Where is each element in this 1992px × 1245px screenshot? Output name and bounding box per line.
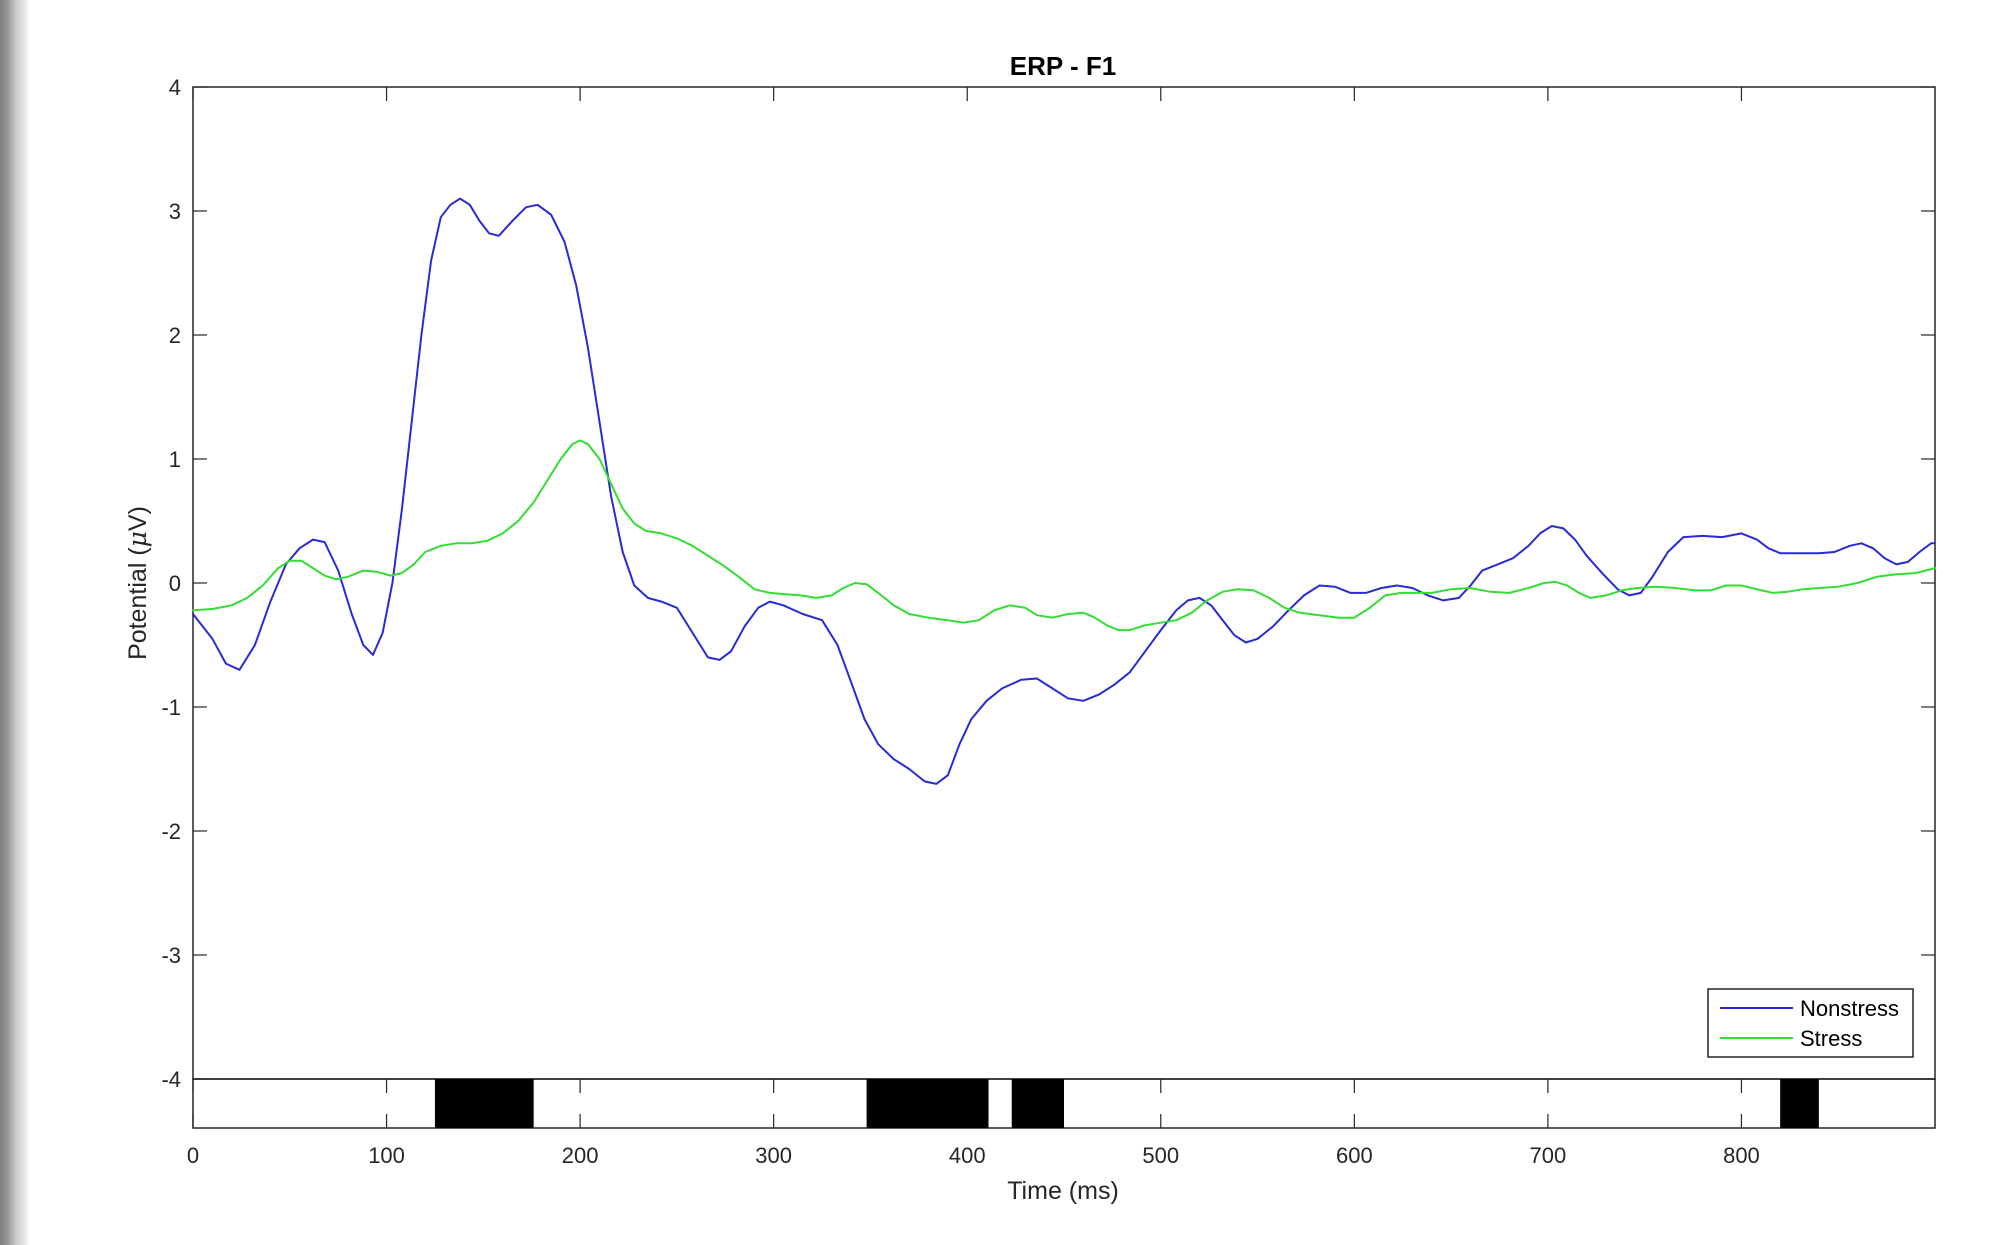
y-axis-label-mu: μ <box>123 531 152 547</box>
plot-area-frame <box>192 86 1936 1080</box>
y-axis-label: Potential (μV) <box>123 506 152 660</box>
significance-bar-3 <box>1780 1079 1819 1128</box>
legend: Nonstress Stress <box>1707 988 1914 1058</box>
x-tick-label: 300 <box>755 1143 792 1168</box>
legend-label-nonstress: Nonstress <box>1800 996 1899 1021</box>
y-tick-label: -3 <box>161 943 181 968</box>
y-tick-label: 2 <box>169 323 181 348</box>
y-tick-label: 4 <box>169 75 181 100</box>
series-lines <box>192 197 1936 785</box>
legend-label-stress: Stress <box>1800 1026 1862 1051</box>
y-tick-label: -1 <box>161 695 181 720</box>
window-edge-strip <box>0 0 30 1245</box>
x-tick-label: 200 <box>562 1143 599 1168</box>
x-tick-label: 800 <box>1723 1143 1760 1168</box>
x-axis-ticks: 0 100 200 300 400 500 600 700 800 <box>187 87 1760 1168</box>
y-tick-label: 0 <box>169 571 181 596</box>
x-tick-label: 500 <box>1142 1143 1179 1168</box>
y-tick-label: -2 <box>161 819 181 844</box>
significance-bar-2 <box>1011 1079 1064 1128</box>
significance-bar-0 <box>434 1079 534 1128</box>
legend-box <box>1707 988 1914 1058</box>
series-line-nonstress <box>192 197 1936 785</box>
significance-bar-1 <box>866 1079 989 1128</box>
x-axis-label: Time (ms) <box>1007 1177 1119 1205</box>
y-tick-label: 1 <box>169 447 181 472</box>
chart-title: ERP - F1 <box>1010 51 1116 81</box>
y-tick-label: 3 <box>169 199 181 224</box>
series-line-stress <box>192 439 1936 632</box>
x-tick-label: 600 <box>1336 1143 1373 1168</box>
y-tick-label: -4 <box>161 1067 181 1092</box>
significance-bars <box>434 1079 1819 1128</box>
y-axis-label-tail: V) <box>124 506 152 531</box>
x-tick-label: 100 <box>368 1143 405 1168</box>
x-tick-label: 0 <box>187 1143 199 1168</box>
y-axis-label-main: Potential ( <box>124 547 152 660</box>
y-axis-ticks: 4 3 2 1 0 -1 -2 -3 -4 <box>161 75 1935 1092</box>
x-tick-label: 400 <box>949 1143 986 1168</box>
x-tick-label: 700 <box>1530 1143 1567 1168</box>
